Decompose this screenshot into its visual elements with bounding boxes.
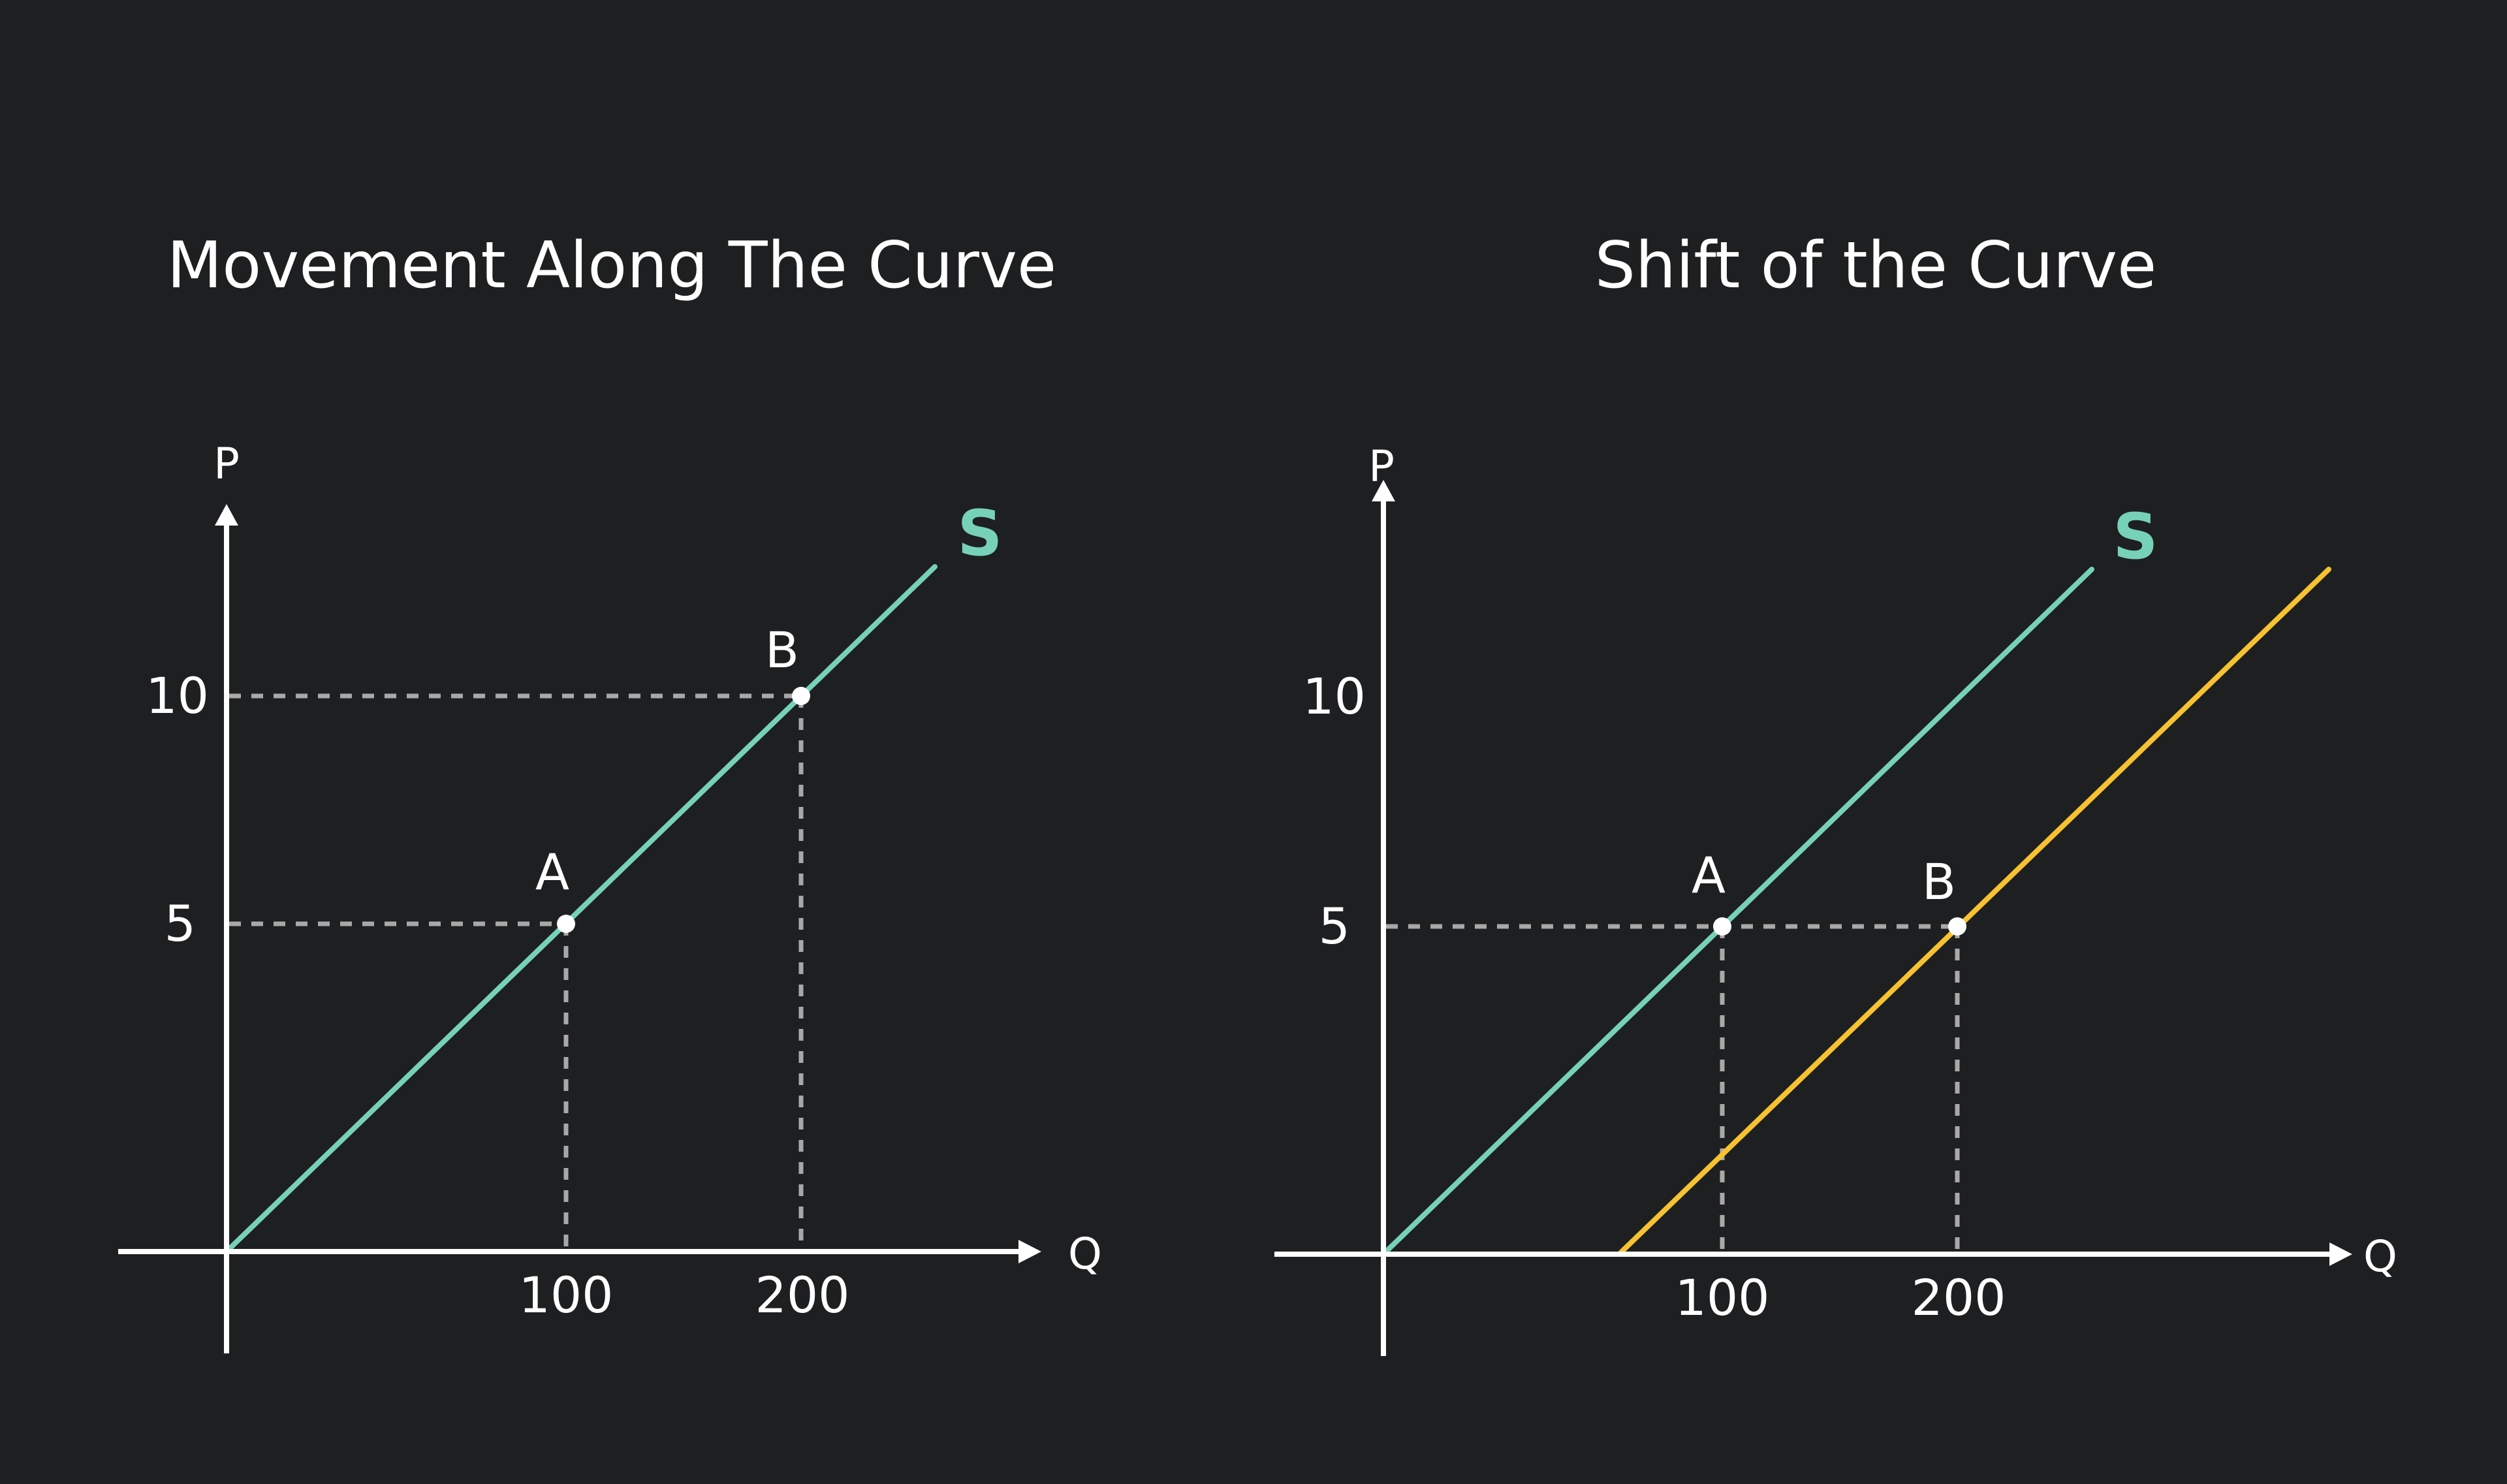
left-chart-title: Movement Along The Curve — [167, 229, 1056, 303]
x-tick-100: 100 — [1675, 1269, 1769, 1327]
y-axis-label: P — [213, 439, 240, 489]
point-a — [1713, 917, 1731, 936]
x-tick-200: 200 — [755, 1266, 849, 1324]
point-a-label: A — [1692, 846, 1726, 904]
point-b — [792, 687, 810, 705]
y-axis-arrow-icon — [1372, 480, 1395, 501]
supply-curve-label: S — [957, 497, 1002, 570]
supply-curve — [226, 564, 938, 1252]
supply-curve-original — [1383, 567, 2094, 1255]
x-axis-label: Q — [1068, 1229, 1102, 1279]
y-tick-5: 5 — [1319, 897, 1350, 955]
y-tick-10: 10 — [146, 667, 209, 725]
point-a — [557, 915, 575, 933]
x-axis-arrow-icon — [1018, 1240, 1041, 1263]
y-tick-5: 5 — [165, 894, 196, 953]
point-b-label: B — [1922, 853, 1956, 911]
x-axis-label: Q — [2363, 1231, 2397, 1282]
point-a-label: A — [535, 843, 569, 901]
left-chart: Movement Along The Curve P Q 10 5 100 20… — [118, 229, 1102, 1353]
y-tick-10: 10 — [1302, 667, 1366, 725]
x-axis-arrow-icon — [2329, 1242, 2352, 1266]
x-tick-100: 100 — [518, 1266, 613, 1324]
right-chart-title: Shift of the Curve — [1595, 229, 2157, 303]
x-tick-200: 200 — [1911, 1269, 2006, 1327]
y-axis-label: P — [1368, 441, 1395, 492]
right-chart: Shift of the Curve P Q 10 5 100 200 A B … — [1274, 229, 2397, 1356]
supply-curve-shifted — [1618, 567, 2331, 1255]
point-b-label: B — [765, 621, 799, 679]
point-b — [1948, 917, 1966, 936]
supply-curve-label: S — [2113, 500, 2158, 573]
y-axis-arrow-icon — [215, 504, 238, 526]
